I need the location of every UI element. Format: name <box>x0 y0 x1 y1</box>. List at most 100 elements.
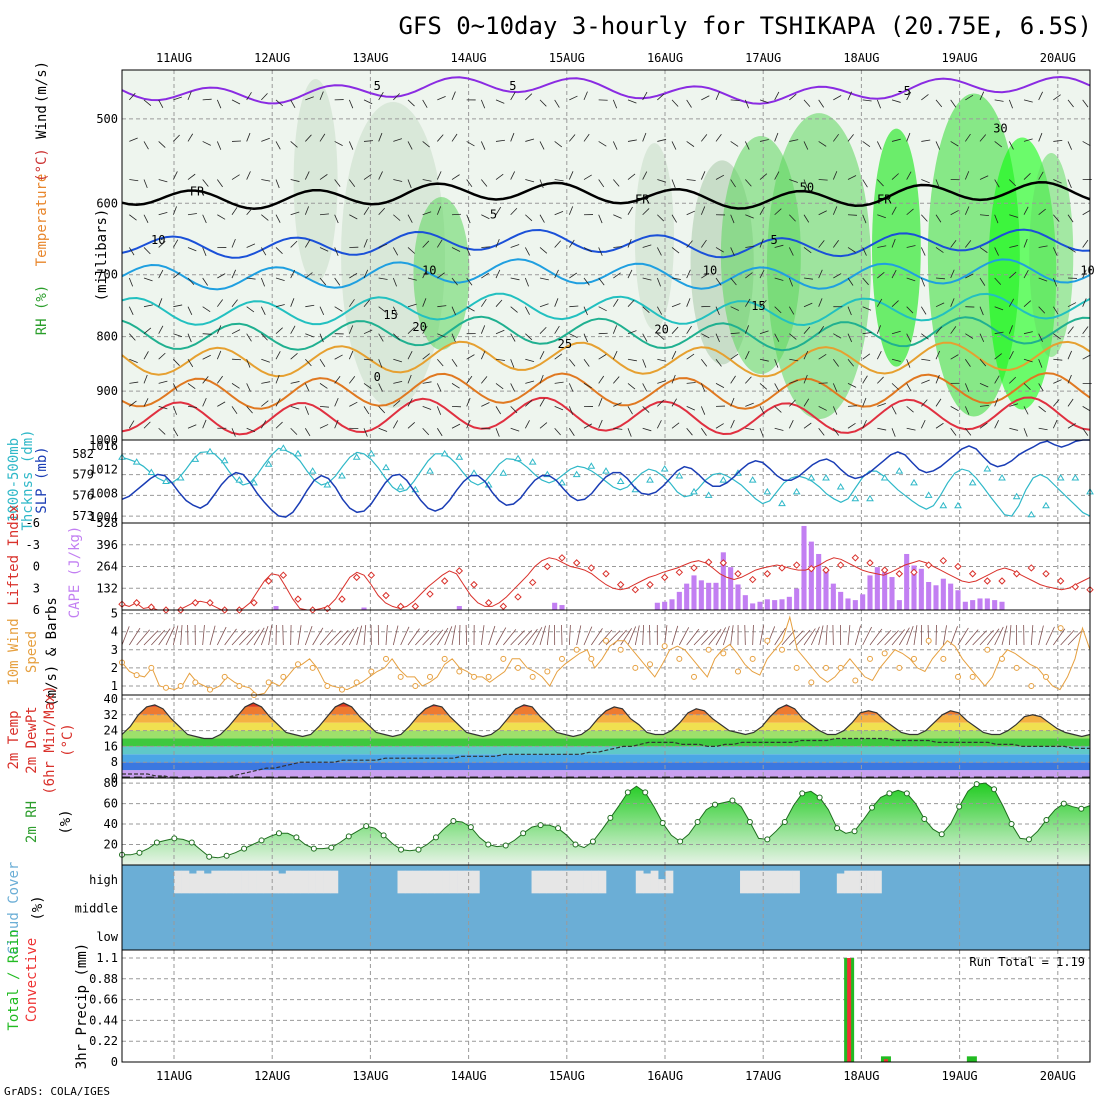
wind-barb <box>774 359 779 368</box>
thickness-marker <box>910 478 918 486</box>
wind-barb <box>598 247 603 256</box>
wind-barb <box>701 272 710 279</box>
cape-bar <box>273 606 279 610</box>
cape-bar <box>742 595 748 610</box>
wind-speed-marker <box>852 677 859 684</box>
wind-barb <box>701 358 708 367</box>
wind-barb <box>129 333 136 341</box>
wind-barb <box>422 353 430 360</box>
wind-barb <box>217 375 223 384</box>
wind-barb <box>495 299 503 307</box>
thickness-marker <box>294 449 302 457</box>
wind-barb <box>891 358 901 362</box>
wind-barb <box>187 173 196 180</box>
wind-speed-marker <box>573 646 580 653</box>
wind-barb <box>803 99 811 107</box>
wind-barb <box>246 629 260 646</box>
cloud-cell <box>226 870 234 894</box>
wind-barb <box>407 247 415 254</box>
wind-barb <box>994 397 999 407</box>
wind-barb <box>349 299 355 307</box>
wind-barb <box>818 210 827 216</box>
wind-barb <box>700 206 706 215</box>
wind-barb <box>393 380 403 384</box>
wind-barb <box>862 332 872 335</box>
rh-marker <box>589 838 596 845</box>
cape-bar <box>933 585 939 610</box>
bottom-date-label: 20AUG <box>1040 1069 1076 1083</box>
wind-barb <box>964 406 970 415</box>
wind-barb <box>393 93 400 101</box>
wind-barb <box>1023 406 1029 415</box>
wind-barb <box>510 383 516 392</box>
rh-marker <box>432 834 439 841</box>
precip-units-label: 3hr Precip (mm) <box>74 943 90 1069</box>
wind-barb <box>803 302 813 308</box>
li-tick: 6 <box>33 603 40 617</box>
wind-barb <box>202 214 207 224</box>
cloud-cell <box>278 873 287 894</box>
wind-speed-marker <box>441 655 448 662</box>
wind-barb <box>789 379 798 384</box>
wind-barb <box>671 277 681 280</box>
cloud-cell <box>211 870 220 894</box>
wind-barb <box>789 179 798 183</box>
thickness-marker <box>235 476 244 483</box>
wind-barb <box>261 333 268 341</box>
wind-barb <box>657 380 667 384</box>
wind-barb <box>143 351 149 360</box>
wind-barb <box>803 374 808 384</box>
li-marker <box>440 577 449 585</box>
wind-barb <box>803 422 812 429</box>
thickness-marker <box>206 447 214 455</box>
contour-label: 5 <box>509 79 516 93</box>
cloud-cell <box>323 870 331 894</box>
rh-marker <box>537 822 544 829</box>
rh-marker <box>293 834 300 841</box>
cape-bar <box>720 552 726 610</box>
wind-barb <box>1023 206 1029 215</box>
li-marker <box>514 593 522 601</box>
thickness-marker <box>998 474 1006 481</box>
wind-barb <box>239 630 254 646</box>
wind-barb <box>290 325 296 334</box>
cape-bar <box>852 600 858 610</box>
wind-barb <box>422 99 428 108</box>
rh-marker <box>153 839 160 846</box>
wind-barb <box>862 214 867 224</box>
precip-total-bar <box>966 1056 977 1062</box>
top-date-axis: 11AUG 12AUG 13AUG 14AUG 15AUG 16AUG 17AUG 18AUG… <box>156 51 1076 65</box>
wind-barb <box>1082 239 1089 248</box>
wind-barb <box>524 306 530 315</box>
wind-barb <box>627 173 636 180</box>
wind-barb <box>612 325 618 334</box>
wind-barb <box>466 179 473 188</box>
wind-barb <box>708 629 722 646</box>
wind-barb <box>979 91 985 101</box>
top-date-label: 13AUG <box>352 51 388 65</box>
wind-barb <box>253 627 265 646</box>
wind-barb <box>671 350 677 360</box>
wind-barb <box>1009 427 1019 431</box>
cloud-cell <box>412 870 421 894</box>
wind-barb <box>950 626 958 646</box>
wind-barb <box>642 406 650 413</box>
wind-barb <box>994 375 1000 384</box>
precip-tick: 1.1 <box>96 951 118 965</box>
li-marker <box>748 575 757 584</box>
temperature-contour <box>121 340 1091 378</box>
cape-bar <box>816 553 822 610</box>
wind-barb <box>437 358 444 367</box>
wind-barb <box>305 272 313 279</box>
wind-barb <box>304 206 310 215</box>
wind-barb <box>495 428 500 437</box>
wind-barb <box>437 134 444 142</box>
wind-barb <box>950 428 957 436</box>
contour-label: FR <box>190 185 205 199</box>
precip-total-bar <box>880 1056 891 1062</box>
wind-barb <box>833 273 842 279</box>
li-marker <box>338 595 346 603</box>
wind-barb <box>216 141 222 150</box>
wind-barb <box>759 406 765 415</box>
li-marker <box>631 585 640 594</box>
